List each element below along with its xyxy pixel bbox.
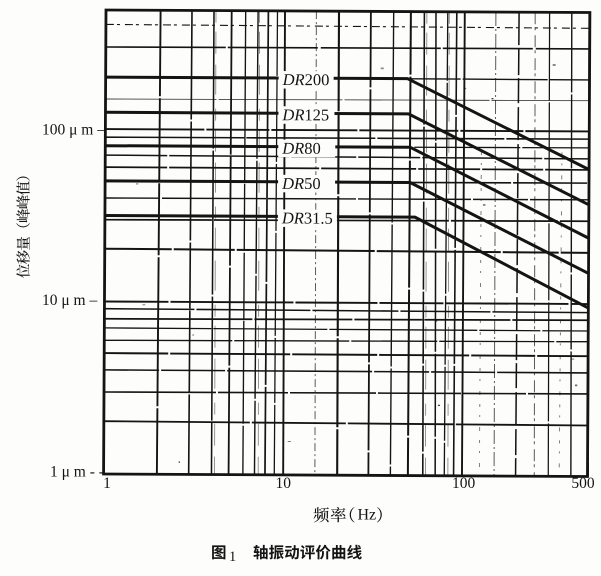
svg-text:1 μ m - -: 1 μ m - - (50, 464, 104, 481)
svg-text:DR50: DR50 (281, 174, 321, 193)
svg-text:10 μ m –: 10 μ m – (42, 292, 97, 309)
svg-text:100: 100 (452, 475, 476, 492)
svg-text:1: 1 (229, 549, 236, 565)
svg-text:DR31.5: DR31.5 (281, 208, 333, 227)
svg-text:100 μ m –: 100 μ m – (42, 122, 105, 139)
svg-text:1: 1 (103, 475, 111, 492)
svg-text:10: 10 (276, 475, 292, 492)
svg-text:DR125: DR125 (281, 105, 329, 124)
svg-text:DR200: DR200 (282, 70, 330, 89)
svg-text:500: 500 (571, 475, 595, 492)
svg-text:DR80: DR80 (281, 139, 321, 158)
svg-text:Hz: Hz (358, 507, 377, 524)
